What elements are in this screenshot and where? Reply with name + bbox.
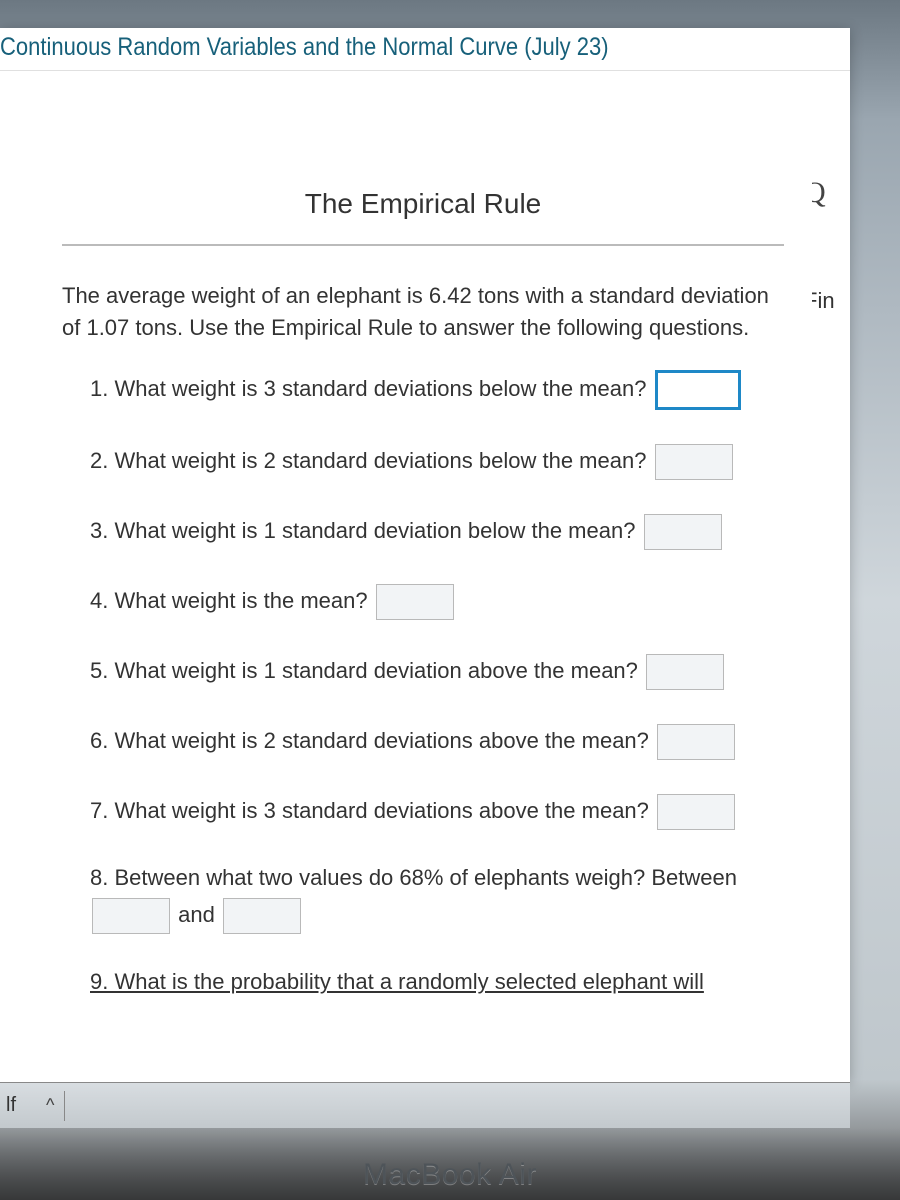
taskbar-separator <box>64 1091 65 1121</box>
answer-input-6[interactable] <box>657 724 735 760</box>
question-2-text: 2. What weight is 2 standard deviations … <box>90 448 646 473</box>
answer-input-1[interactable] <box>655 370 741 410</box>
question-7-text: 7. What weight is 3 standard deviations … <box>90 798 649 823</box>
question-2: 2. What weight is 2 standard deviations … <box>90 444 784 480</box>
question-8-and: and <box>178 902 215 927</box>
question-card: The Empirical Rule The average weight of… <box>34 158 812 1051</box>
question-8-text: 8. Between what two values do 68% of ele… <box>90 865 737 890</box>
answer-input-3[interactable] <box>644 514 722 550</box>
question-5-text: 5. What weight is 1 standard deviation a… <box>90 658 638 683</box>
intro-text: The average weight of an elephant is 6.4… <box>62 280 784 344</box>
question-5: 5. What weight is 1 standard deviation a… <box>90 654 784 690</box>
taskbar-caret-icon[interactable]: ^ <box>46 1095 54 1116</box>
question-8: 8. Between what two values do 68% of ele… <box>90 864 784 935</box>
answer-input-4[interactable] <box>376 584 454 620</box>
answer-input-5[interactable] <box>646 654 724 690</box>
question-4: 4. What weight is the mean? <box>90 584 784 620</box>
photo-background: Continuous Random Variables and the Norm… <box>0 0 900 1200</box>
content-area: The Empirical Rule The average weight of… <box>0 88 850 1082</box>
answer-input-8b[interactable] <box>223 898 301 934</box>
browser-viewport: Continuous Random Variables and the Norm… <box>0 28 850 1082</box>
os-taskbar[interactable]: lf ^ <box>0 1082 850 1128</box>
card-title: The Empirical Rule <box>62 188 784 246</box>
question-3: 3. What weight is 1 standard deviation b… <box>90 514 784 550</box>
question-1: 1. What weight is 3 standard deviations … <box>90 370 784 410</box>
question-3-text: 3. What weight is 1 standard deviation b… <box>90 518 635 543</box>
device-label: MacBook Air <box>0 1158 900 1192</box>
question-6-text: 6. What weight is 2 standard deviations … <box>90 728 649 753</box>
breadcrumb-text: Continuous Random Variables and the Norm… <box>0 32 609 62</box>
question-9-text: 9. What is the probability that a random… <box>90 969 704 994</box>
taskbar-left-indicator: lf <box>6 1094 36 1117</box>
answer-input-8a[interactable] <box>92 898 170 934</box>
question-list: 1. What weight is 3 standard deviations … <box>62 370 784 997</box>
answer-input-2[interactable] <box>655 444 733 480</box>
breadcrumb[interactable]: Continuous Random Variables and the Norm… <box>0 28 850 71</box>
question-1-text: 1. What weight is 3 standard deviations … <box>90 376 646 401</box>
answer-input-7[interactable] <box>657 794 735 830</box>
question-4-text: 4. What weight is the mean? <box>90 588 368 613</box>
question-7: 7. What weight is 3 standard deviations … <box>90 794 784 830</box>
question-6: 6. What weight is 2 standard deviations … <box>90 724 784 760</box>
question-9: 9. What is the probability that a random… <box>90 968 784 997</box>
